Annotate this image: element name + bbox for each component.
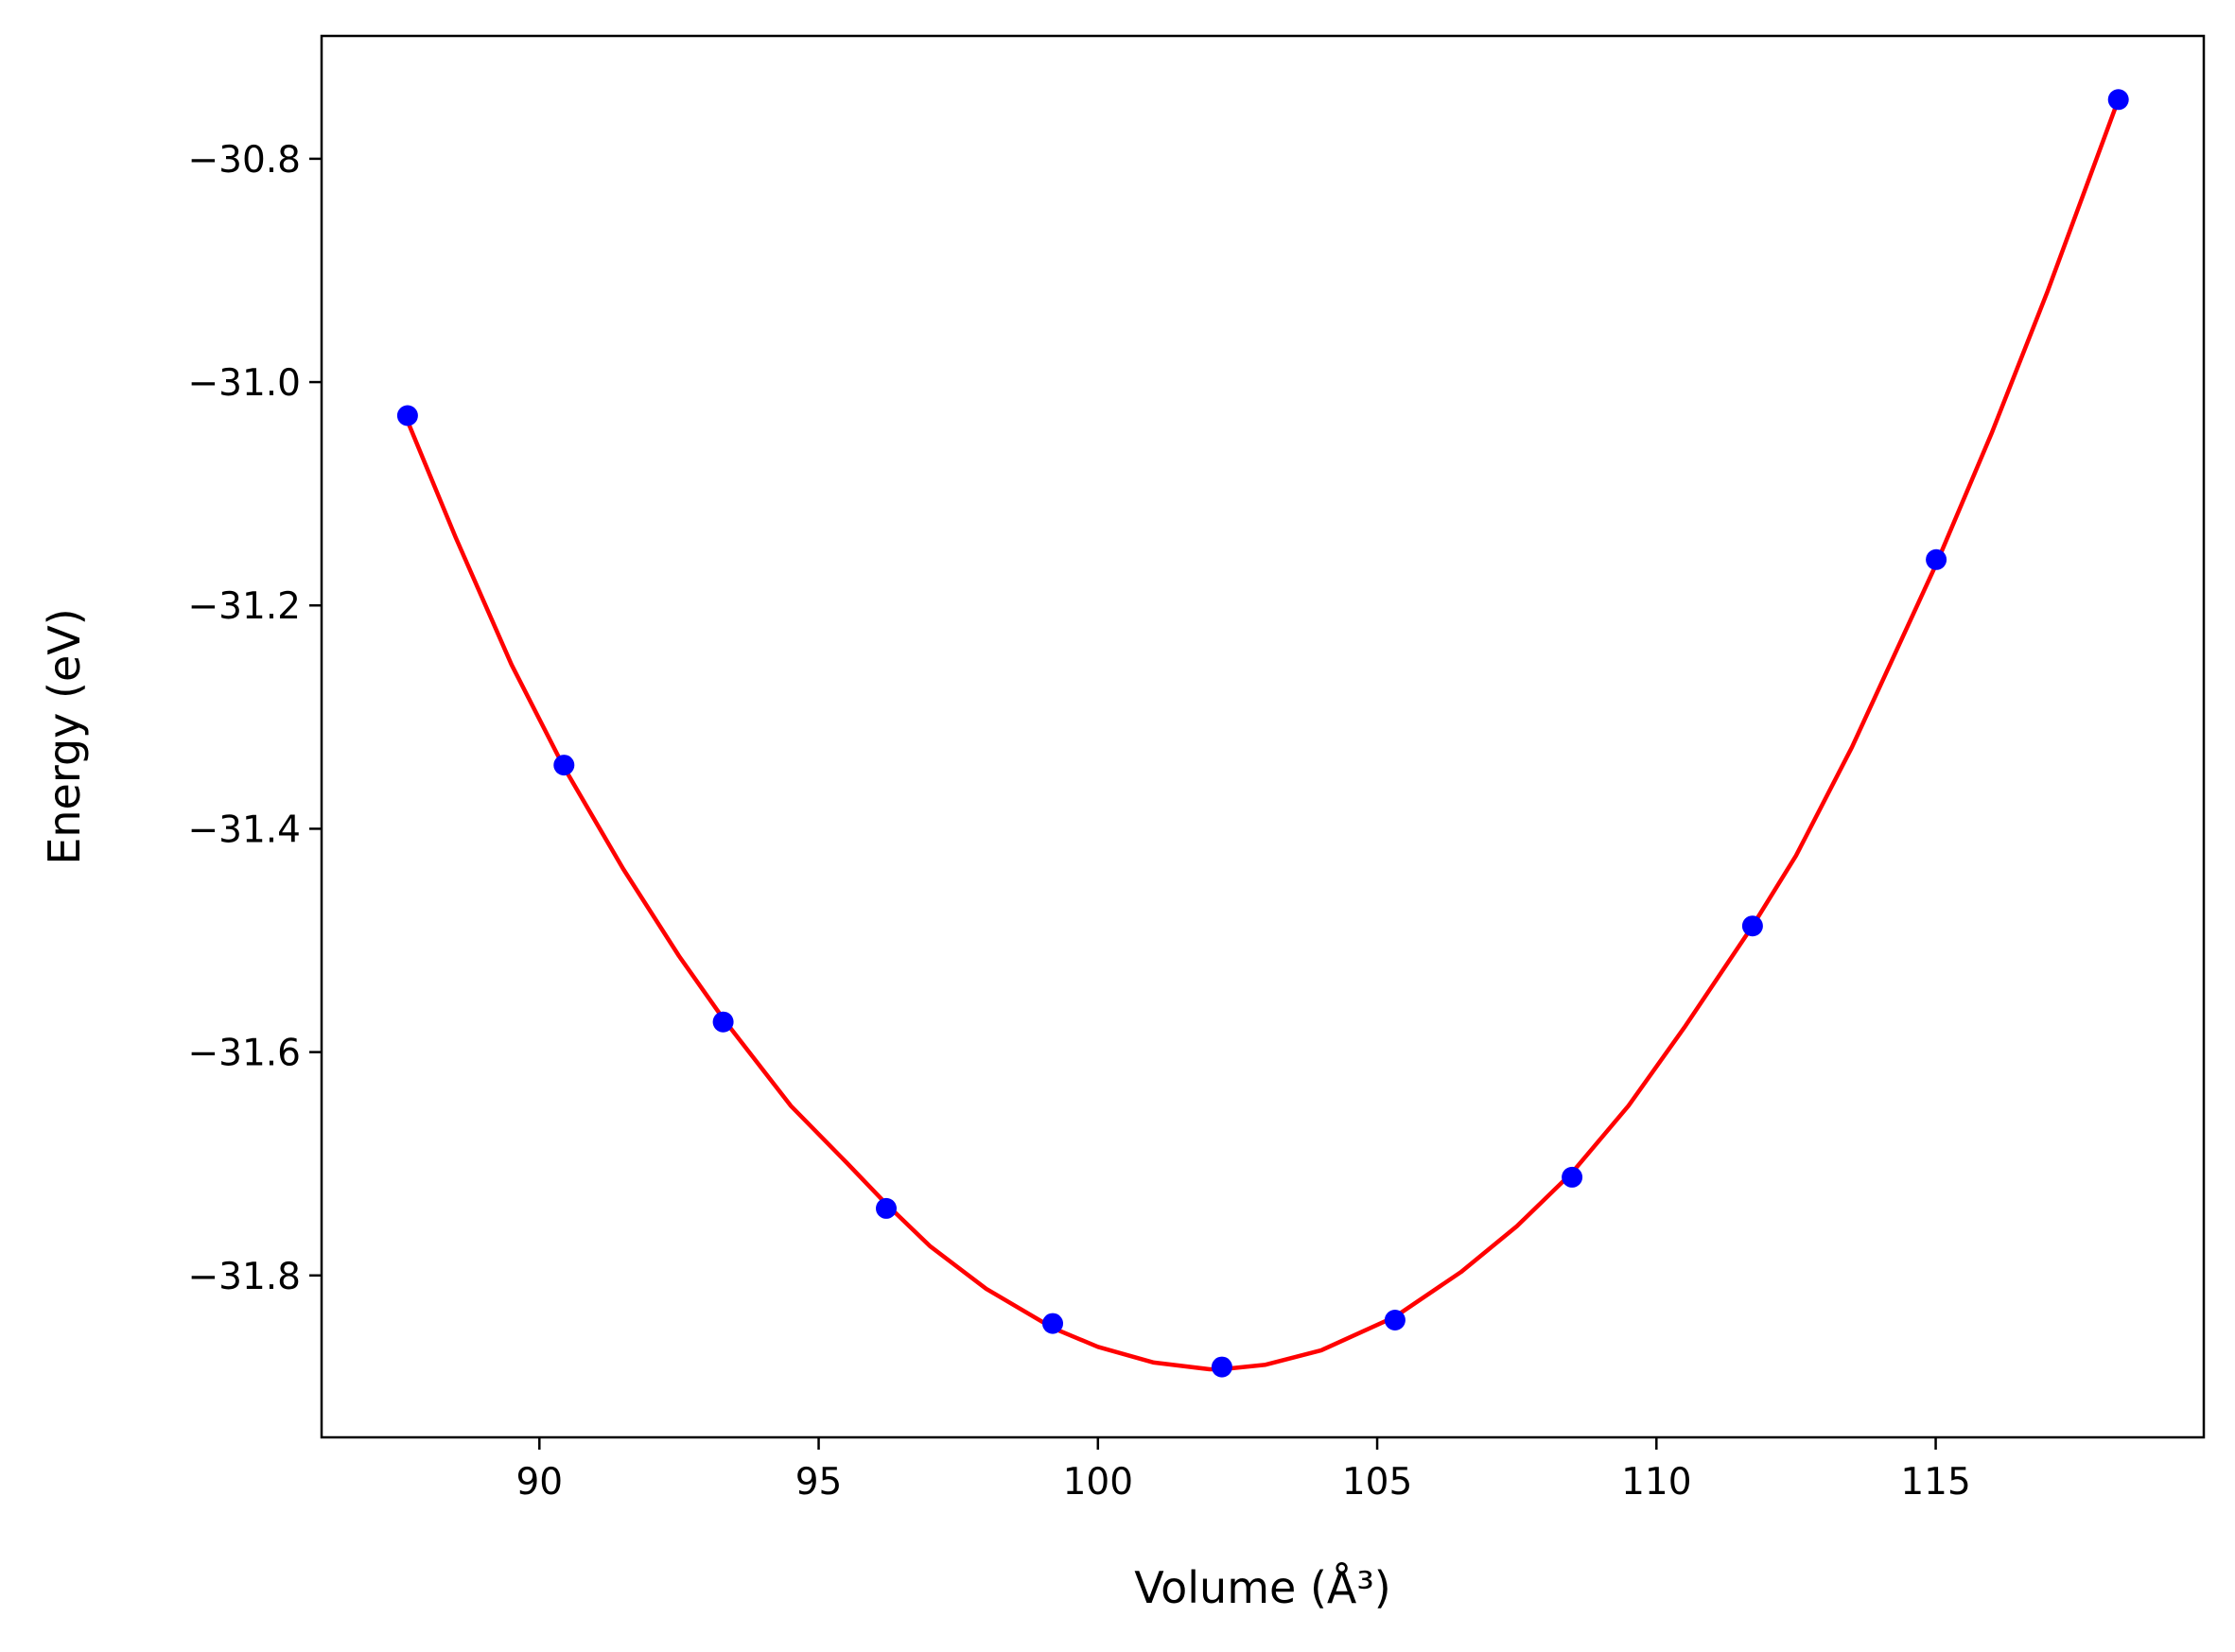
x-axis-label: Volume (Å³) [1134, 1562, 1391, 1613]
x-tick-label: 105 [1342, 1461, 1412, 1504]
data-point [1562, 1166, 1583, 1188]
x-tick-label: 100 [1063, 1461, 1133, 1504]
y-tick-label: −31.8 [187, 1256, 301, 1298]
data-point [1384, 1310, 1406, 1330]
y-tick-label: −31.6 [187, 1033, 301, 1075]
data-point [553, 755, 575, 776]
data-points-layer [396, 89, 2129, 1378]
data-point [396, 405, 418, 426]
x-tick-label: 115 [1900, 1461, 1970, 1504]
y-tick-label: −30.8 [187, 139, 301, 182]
x-axis: 90 95 100 105 110 115 [515, 1437, 1971, 1504]
y-axis: −30.8 −31.0 −31.2 −31.4 −31.6 −31.8 [187, 139, 322, 1298]
x-tick-label: 90 [515, 1461, 563, 1504]
data-point [1926, 548, 1947, 570]
data-point [2107, 89, 2129, 111]
y-tick-label: −31.2 [187, 585, 301, 628]
x-tick-label: 95 [795, 1461, 843, 1504]
y-tick-label: −31.0 [187, 362, 301, 405]
data-point [1042, 1313, 1063, 1334]
data-point [1211, 1356, 1232, 1378]
data-point [876, 1197, 897, 1219]
y-tick-label: −31.4 [187, 809, 301, 851]
x-tick-label: 110 [1621, 1461, 1691, 1504]
data-point [712, 1011, 734, 1033]
y-axis-label: Energy (eV) [39, 608, 90, 864]
data-point [1741, 915, 1763, 937]
plot-frame [320, 34, 2206, 1439]
